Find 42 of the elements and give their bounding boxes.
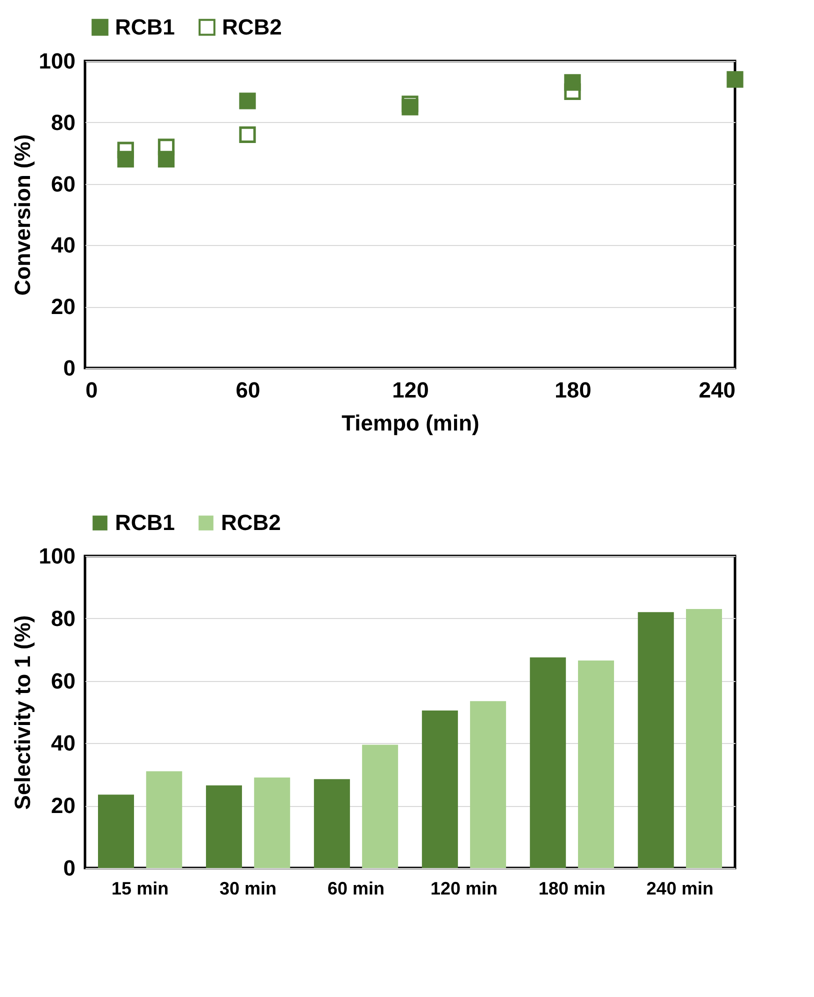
x-tick-label: 180 xyxy=(554,378,592,402)
y-axis-title: Conversion (%) xyxy=(10,134,35,296)
bar xyxy=(578,660,614,868)
y-tick-label: 100 xyxy=(38,544,76,568)
x-axis-title: Tiempo (min) xyxy=(342,410,480,436)
bar xyxy=(206,785,242,868)
y-tick-label: 80 xyxy=(51,606,76,631)
legend-label: RCB1 xyxy=(115,14,175,40)
y-tick-label: 20 xyxy=(51,294,76,320)
bar xyxy=(254,778,290,868)
y-tick-label: 0 xyxy=(63,856,76,880)
x-tick-label: 15 min xyxy=(112,878,169,898)
bar xyxy=(686,609,722,868)
bar xyxy=(638,612,674,868)
bar xyxy=(362,744,398,868)
x-tick-label: 0 xyxy=(86,378,98,402)
y-tick-label: 80 xyxy=(51,110,76,135)
bar xyxy=(146,771,182,868)
legend-label: RCB2 xyxy=(221,510,281,535)
y-tick-label: 0 xyxy=(63,356,76,380)
y-tick-label: 60 xyxy=(51,171,76,196)
y-tick-label: 60 xyxy=(51,668,76,694)
x-tick-label: 180 min xyxy=(538,878,606,898)
x-tick-label: 120 xyxy=(392,378,429,402)
y-axis-title: Selectivity to 1 (%) xyxy=(10,615,35,810)
x-tick-label: 30 min xyxy=(220,878,277,898)
x-tick-label: 240 xyxy=(698,378,736,402)
legend-label: RCB1 xyxy=(115,510,175,535)
bar xyxy=(422,710,458,868)
x-tick-label: 60 min xyxy=(328,878,385,898)
y-tick-label: 40 xyxy=(51,232,76,258)
bar xyxy=(98,794,134,868)
legend-label: RCB2 xyxy=(222,14,282,40)
x-tick-label: 60 xyxy=(236,378,260,402)
x-tick-label: 120 min xyxy=(430,878,498,898)
y-tick-label: 40 xyxy=(51,730,76,756)
bar xyxy=(314,779,350,868)
y-tick-label: 100 xyxy=(38,48,76,74)
x-tick-label: 240 min xyxy=(646,878,714,898)
bar xyxy=(530,657,566,868)
bar xyxy=(470,701,506,868)
y-tick-label: 20 xyxy=(51,793,76,818)
